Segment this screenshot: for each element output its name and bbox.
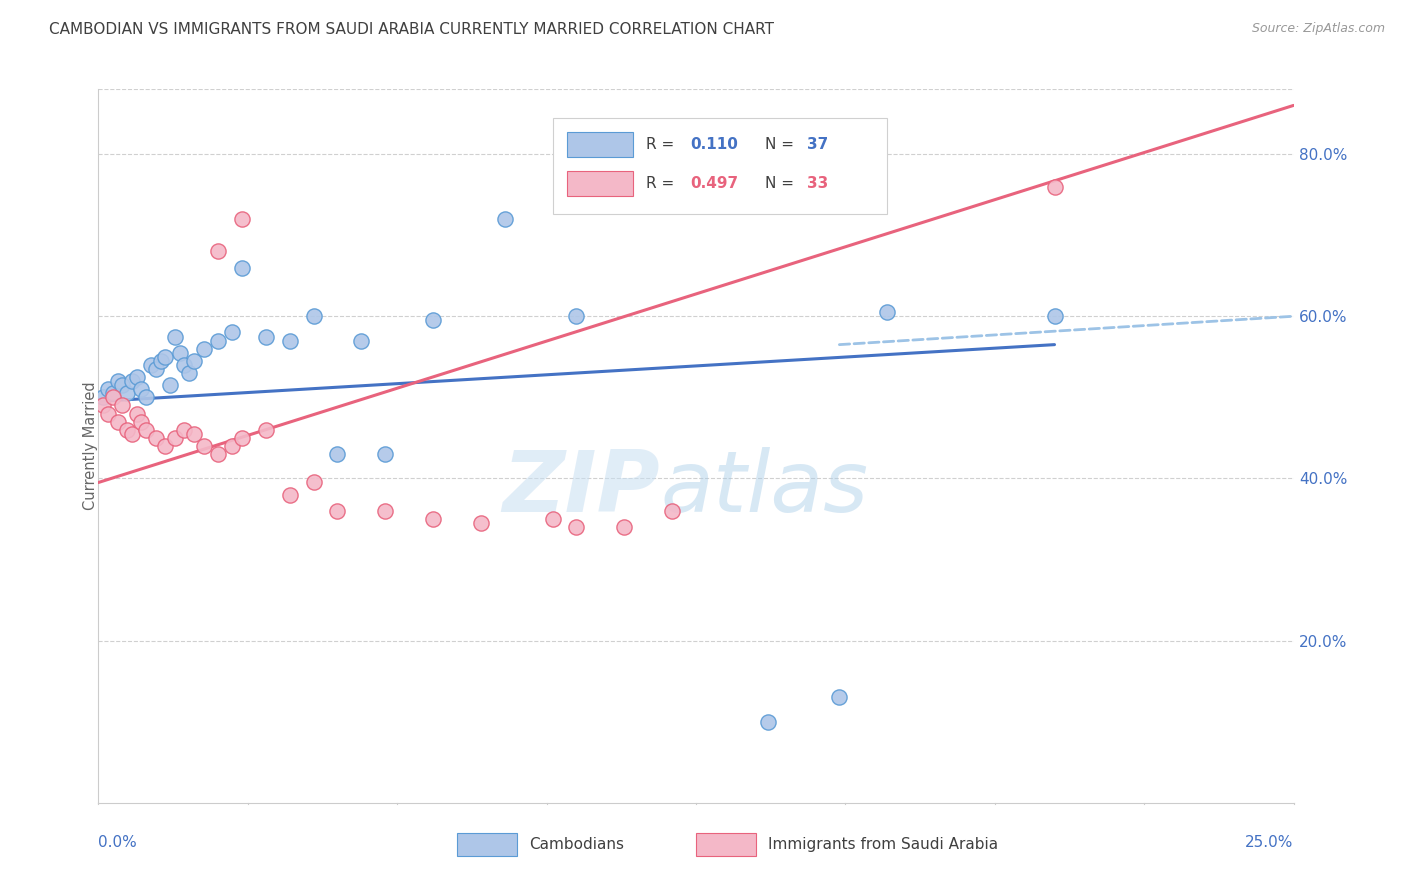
Point (111, 399, 134, 413)
FancyBboxPatch shape (553, 118, 887, 214)
Point (155, 350, 177, 364)
FancyBboxPatch shape (567, 132, 633, 157)
Text: R =: R = (645, 136, 679, 152)
Point (278, 488, 301, 502)
Point (149, 354, 172, 368)
Point (326, 447, 349, 461)
Text: 0.110: 0.110 (690, 136, 738, 152)
Point (139, 358, 162, 372)
Point (107, 415, 129, 429)
FancyBboxPatch shape (696, 833, 756, 856)
Point (221, 439, 243, 453)
Point (163, 431, 186, 445)
Point (135, 390, 157, 404)
Point (254, 423, 277, 437)
Point (470, 516, 492, 530)
Point (254, 329, 277, 343)
Point (111, 378, 134, 392)
Text: atlas: atlas (661, 447, 868, 531)
Point (221, 326, 243, 340)
Point (131, 415, 153, 429)
Text: 0.0%: 0.0% (98, 835, 138, 850)
Point (494, 211, 516, 226)
Point (422, 512, 444, 526)
Point (756, 714, 779, 729)
Point (159, 378, 181, 392)
Point (107, 374, 129, 388)
Point (541, 512, 564, 526)
Point (173, 423, 195, 437)
Text: 37: 37 (807, 136, 828, 152)
Text: N =: N = (765, 176, 799, 191)
Point (1043, 179, 1066, 194)
Point (207, 244, 229, 259)
Point (101, 390, 124, 404)
Text: Cambodians: Cambodians (529, 838, 624, 853)
Point (374, 504, 396, 518)
Point (661, 504, 683, 518)
Text: 0.497: 0.497 (690, 176, 738, 191)
Point (97, 382, 120, 396)
Text: ZIP: ZIP (502, 447, 661, 531)
FancyBboxPatch shape (567, 171, 633, 196)
Point (121, 426, 143, 441)
Point (183, 354, 205, 368)
Point (207, 334, 229, 348)
Point (145, 431, 167, 445)
Point (350, 334, 373, 348)
Point (155, 439, 177, 453)
Point (183, 426, 205, 441)
Point (91, 399, 114, 413)
Point (422, 313, 444, 327)
Point (121, 374, 143, 388)
Point (91, 390, 114, 404)
Point (163, 329, 186, 343)
Point (231, 260, 253, 275)
Point (115, 423, 138, 437)
Point (565, 310, 588, 324)
Text: R =: R = (645, 176, 679, 191)
FancyBboxPatch shape (457, 833, 517, 856)
Point (613, 520, 636, 534)
Point (125, 370, 148, 384)
Point (193, 342, 215, 356)
Point (302, 310, 325, 324)
Point (374, 447, 396, 461)
Point (1043, 310, 1066, 324)
Point (169, 345, 191, 359)
Point (101, 386, 124, 401)
Point (115, 386, 138, 401)
Point (278, 334, 301, 348)
Point (326, 504, 349, 518)
Point (173, 358, 195, 372)
Point (145, 362, 167, 376)
Text: Immigrants from Saudi Arabia: Immigrants from Saudi Arabia (768, 838, 998, 853)
Text: 33: 33 (807, 176, 828, 191)
Point (193, 439, 215, 453)
Point (179, 366, 201, 380)
Point (131, 382, 153, 396)
Point (231, 211, 253, 226)
Point (828, 690, 851, 705)
Text: Source: ZipAtlas.com: Source: ZipAtlas.com (1251, 22, 1385, 36)
Point (207, 447, 229, 461)
Point (876, 305, 898, 319)
Point (302, 475, 325, 490)
Point (135, 423, 157, 437)
Point (97, 407, 120, 421)
Y-axis label: Currently Married: Currently Married (83, 382, 97, 510)
Point (231, 431, 253, 445)
Text: 25.0%: 25.0% (1246, 835, 1294, 850)
Point (565, 520, 588, 534)
Point (125, 407, 148, 421)
Text: N =: N = (765, 136, 799, 152)
Text: CAMBODIAN VS IMMIGRANTS FROM SAUDI ARABIA CURRENTLY MARRIED CORRELATION CHART: CAMBODIAN VS IMMIGRANTS FROM SAUDI ARABI… (49, 22, 775, 37)
